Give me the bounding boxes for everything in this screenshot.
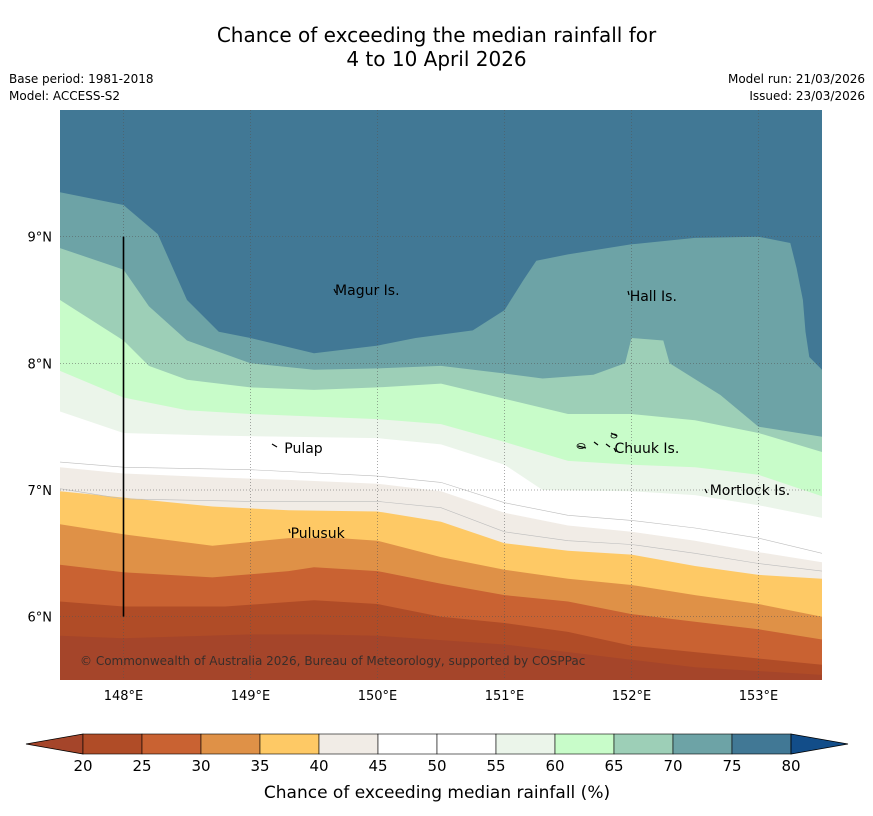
island-mark-3 bbox=[288, 528, 291, 534]
chuuk-lagoon-mark bbox=[576, 443, 586, 449]
island-mark-7 bbox=[605, 443, 611, 448]
colorbar: 20 25 30 35 40 45 50 55 60 65 70 75 80 Chance of exce… bbox=[25, 733, 849, 803]
colorbar-segment-25 bbox=[141, 733, 202, 755]
contour-line-1 bbox=[60, 461, 822, 554]
colorbar-segment-70 bbox=[672, 733, 733, 755]
x-tick-label-148: 148°E bbox=[104, 689, 144, 704]
colorbar-segment-20 bbox=[82, 733, 143, 755]
place-label-hall-is: Hall Is. bbox=[630, 289, 677, 305]
island-mark-0 bbox=[271, 443, 278, 448]
colorbar-segment-45 bbox=[377, 733, 438, 755]
colorbar-segment-65 bbox=[613, 733, 674, 755]
x-tick-label-151: 151°E bbox=[485, 689, 525, 704]
island-mark-8 bbox=[610, 432, 618, 437]
x-tick-label-152: 152°E bbox=[612, 689, 652, 704]
chart-title-line2: 4 to 10 April 2026 bbox=[346, 47, 527, 71]
island-markers bbox=[271, 288, 708, 534]
place-label-mortlock-is: Mortlock Is. bbox=[710, 483, 790, 499]
colorbar-segment-55 bbox=[495, 733, 556, 755]
island-mark-4 bbox=[704, 488, 708, 494]
colorbar-tick-70: 70 bbox=[663, 757, 682, 775]
place-label-chuuk-is: Chuuk Is. bbox=[614, 441, 679, 457]
colorbar-extend-high bbox=[790, 733, 849, 755]
y-tick-label-7: 7°N bbox=[28, 484, 53, 499]
colorbar-segment-60 bbox=[554, 733, 615, 755]
colorbar-segment-50 bbox=[436, 733, 497, 755]
band-77.5 bbox=[60, 110, 822, 370]
meta-left: Base period: 1981-2018 Model: ACCESS-S2 bbox=[9, 71, 154, 105]
place-label-pulap: Pulap bbox=[284, 441, 323, 457]
model-name: Model: ACCESS-S2 bbox=[9, 89, 121, 103]
colorbar-segment-40 bbox=[318, 733, 379, 755]
colorbar-segment-75 bbox=[731, 733, 792, 755]
colorbar-tick-65: 65 bbox=[604, 757, 623, 775]
colorbar-tick-20: 20 bbox=[73, 757, 92, 775]
colorbar-tick-60: 60 bbox=[545, 757, 564, 775]
x-tick-label-153: 153°E bbox=[739, 689, 779, 704]
colorbar-tick-75: 75 bbox=[722, 757, 741, 775]
model-run: Model run: 21/03/2026 bbox=[727, 72, 865, 86]
y-tick-label-6: 6°N bbox=[28, 611, 53, 626]
map-bands: Magur Is. Hall Is. Pulap Chuuk Is. Mortlock … bbox=[60, 110, 822, 680]
contour-line-0 bbox=[60, 488, 822, 572]
issued-date: Issued: 23/03/2026 bbox=[749, 89, 865, 103]
colorbar-segment-35 bbox=[259, 733, 320, 755]
colorbar-tick-25: 25 bbox=[132, 757, 151, 775]
colorbar-tick-50: 50 bbox=[427, 757, 446, 775]
colorbar-segment-30 bbox=[200, 733, 261, 755]
y-tick-label-9: 9°N bbox=[28, 231, 53, 246]
colorbar-tick-45: 45 bbox=[368, 757, 387, 775]
island-mark-6 bbox=[593, 441, 599, 446]
colorbar-tick-30: 30 bbox=[191, 757, 210, 775]
y-tick-label-8: 8°N bbox=[28, 357, 53, 372]
colorbar-extend-low bbox=[25, 733, 84, 755]
meta-right: Model run: 21/03/2026 Issued: 23/03/2026 bbox=[728, 71, 865, 105]
colorbar-tick-55: 55 bbox=[486, 757, 505, 775]
colorbar-tick-80: 80 bbox=[781, 757, 800, 775]
x-tick-label-150: 150°E bbox=[358, 689, 398, 704]
base-period: Base period: 1981-2018 bbox=[9, 72, 154, 86]
x-tick-label-149: 149°E bbox=[231, 689, 271, 704]
island-mark-9 bbox=[613, 447, 617, 453]
island-mark-1 bbox=[333, 288, 337, 294]
colorbar-tick-35: 35 bbox=[250, 757, 269, 775]
place-label-magur-is: Magur Is. bbox=[335, 283, 400, 299]
place-label-pulusuk: Pulusuk bbox=[291, 526, 346, 542]
copyright-notice: © Commonwealth of Australia 2026, Bureau… bbox=[80, 654, 585, 668]
colorbar-tick-40: 40 bbox=[309, 757, 328, 775]
chart-title-line1: Chance of exceeding the median rainfall … bbox=[216, 23, 657, 47]
chuuk-reef-mark bbox=[610, 433, 618, 439]
island-mark-2 bbox=[627, 290, 630, 296]
colorbar-label: Chance of exceeding median rainfall (%) bbox=[264, 783, 610, 803]
